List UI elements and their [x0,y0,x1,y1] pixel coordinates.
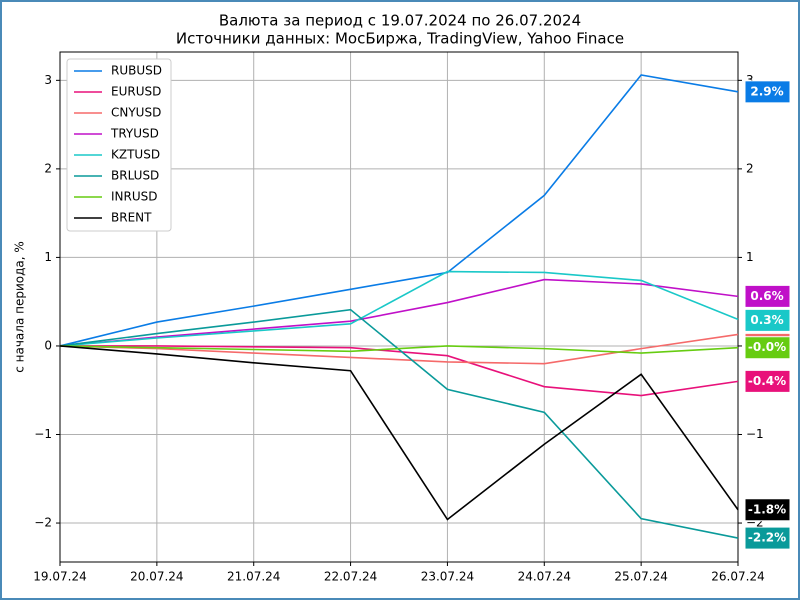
y2-tick-label: 1 [746,250,754,264]
value-label: -0.4% [744,369,791,393]
value-label-text: 2.9% [750,84,783,98]
value-label-box [744,498,791,522]
value-label: -1.8% [744,498,791,522]
x-tick-label: 22.07.24 [324,570,377,584]
legend-label: KZTUSD [111,148,160,162]
series-line [59,308,739,539]
value-label-text: -0.0% [748,340,786,354]
series-line [59,270,739,347]
legend-label: EURUSD [111,85,161,99]
value-label: 2.9% [744,80,791,104]
x-tick-label: 20.07.24 [130,570,183,584]
x-tick-label: 19.07.24 [33,570,86,584]
y2-tick-label: 3 [746,73,754,87]
value-label-box [744,80,791,104]
value-label: -0.0% [744,336,791,360]
value-label-box [744,308,791,332]
y-tick-label: 3 [44,73,52,87]
value-label-box [744,284,791,308]
legend-label: TRYUSD [110,127,159,141]
chart-subtitle: Источники данных: МосБиржа, TradingView,… [176,30,624,48]
legend-label: RUBUSD [111,64,162,78]
y-tick-label: −2 [34,516,52,530]
series-line [60,345,739,397]
y-tick-label: −1 [34,427,52,441]
series-line [59,278,739,347]
series-line [59,74,739,347]
y-tick-label: 2 [44,161,52,175]
y-tick-label: 1 [44,250,52,264]
value-label-text: -1.8% [748,502,786,516]
y-axis-label: с начала периода, % [13,241,27,373]
value-label-box [744,526,791,550]
x-tick-label: 23.07.24 [421,570,474,584]
legend-label: CNYUSD [111,106,161,120]
series-line [59,345,739,354]
value-label: -2.2% [744,526,791,550]
value-label-text: -2.2% [748,531,786,545]
x-tick-label: 26.07.24 [711,570,764,584]
legend-box [66,58,172,232]
value-label: 0.6% [744,284,791,308]
chart-title: Валюта за период с 19.07.2024 по 26.07.2… [219,12,581,30]
plot-border [59,51,739,563]
y2-tick-label: 2 [746,161,754,175]
legend: RUBUSD EURUSD CNYUSD TRYUSD KZTUSD BRLUSD INRU… [66,58,172,232]
value-label-text: -0.4% [748,374,786,388]
x-tick-label: 24.07.24 [518,570,571,584]
value-label-text: 0.3% [750,313,783,327]
x-tick-label: 25.07.24 [614,570,667,584]
legend-label: INRUSD [111,190,158,204]
x-tick-label: 21.07.24 [227,570,280,584]
legend-label: BRENT [111,211,152,225]
series-line [59,345,739,521]
legend-label: BRLUSD [111,169,159,183]
value-label-text: 0.6% [750,289,783,303]
series-line [59,333,739,365]
y-tick-label: 0 [44,338,52,352]
value-label-box [744,369,791,393]
value-label: 0.3% [744,308,791,332]
y2-tick-label: −1 [746,427,764,441]
value-label-box [744,336,791,360]
